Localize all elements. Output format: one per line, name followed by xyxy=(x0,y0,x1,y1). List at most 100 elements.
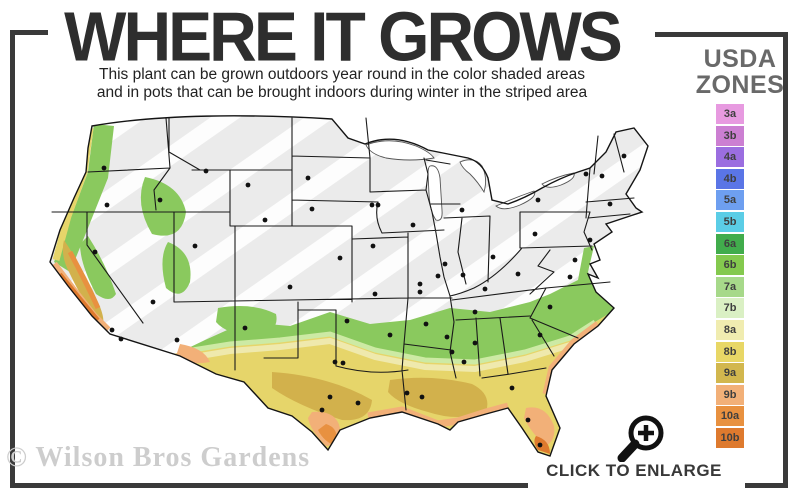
legend-zone-10b: 10b xyxy=(716,427,744,448)
lake-michigan xyxy=(427,165,443,221)
city-dot xyxy=(490,254,496,260)
city-dot xyxy=(472,340,478,346)
city-dot xyxy=(150,299,156,305)
click-to-enlarge-label[interactable]: CLICK TO ENLARGE xyxy=(546,461,722,480)
city-dot xyxy=(104,202,110,208)
city-dot xyxy=(525,417,531,423)
city-dot xyxy=(242,325,248,331)
zone-green-arizona-nm xyxy=(216,306,277,338)
legend-zone-3b: 3b xyxy=(716,125,744,146)
city-dot xyxy=(109,327,115,333)
legend-zone-5b: 5b xyxy=(716,211,744,232)
city-dot xyxy=(387,332,393,338)
us-zone-map[interactable] xyxy=(30,112,650,468)
city-dots xyxy=(92,153,627,448)
lake-superior xyxy=(365,140,435,161)
zone-green-band xyxy=(180,246,615,362)
city-dot xyxy=(404,390,410,396)
city-dot xyxy=(423,321,429,327)
city-dot xyxy=(157,197,163,203)
city-dot xyxy=(118,336,124,342)
city-dot xyxy=(572,257,578,263)
city-dot xyxy=(532,231,538,237)
legend-zone-4b: 4b xyxy=(716,168,744,189)
city-dot xyxy=(332,359,338,365)
city-dot xyxy=(410,222,416,228)
page-title: WHERE IT GROWS xyxy=(64,0,623,76)
city-dot xyxy=(174,337,180,343)
legend-zone-7a: 7a xyxy=(716,276,744,297)
city-dot xyxy=(442,261,448,267)
legend-zone-6a: 6a xyxy=(716,233,744,254)
city-dot xyxy=(459,207,465,213)
frame-left xyxy=(10,30,15,488)
legend-zone-3a: 3a xyxy=(716,104,744,124)
city-dot xyxy=(375,202,381,208)
legend-zone-6b: 6b xyxy=(716,255,744,276)
city-dot xyxy=(435,273,441,279)
city-dot xyxy=(355,400,361,406)
zone-orange-ca-coast xyxy=(58,272,100,322)
frame-top-right xyxy=(655,32,788,37)
zone-orange-texas-tip xyxy=(318,424,337,446)
city-dot xyxy=(192,243,198,249)
frame-top-left xyxy=(10,30,48,35)
city-dot xyxy=(460,272,466,278)
state-borders xyxy=(51,117,635,411)
zone-layers xyxy=(50,115,648,456)
zone-green-sierra xyxy=(80,236,116,299)
city-dot xyxy=(587,237,593,243)
subtitle-line-1: This plant can be grown outdoors year ro… xyxy=(99,66,585,83)
city-dot xyxy=(607,201,613,207)
legend-zone-9b: 9b xyxy=(716,384,744,405)
legend-heading-usda: USDA xyxy=(703,45,777,73)
zone-paleyellow-transition xyxy=(181,337,571,373)
zone-gold-texas xyxy=(272,372,372,421)
city-dot xyxy=(262,217,268,223)
city-dot xyxy=(419,394,425,400)
magnifier-plus-icon[interactable] xyxy=(610,410,668,462)
legend-zone-10a: 10a xyxy=(716,406,744,427)
city-dot xyxy=(515,271,521,277)
city-dot xyxy=(309,206,315,212)
city-dot xyxy=(101,165,107,171)
legend-zone-7b: 7b xyxy=(716,298,744,319)
frame-right xyxy=(783,32,788,488)
city-dot xyxy=(245,182,251,188)
city-dot xyxy=(444,334,450,340)
frame-bottom-right xyxy=(745,483,788,488)
city-dot xyxy=(92,249,98,255)
city-dot xyxy=(621,153,627,159)
zone-peach-gulf xyxy=(367,402,509,428)
city-dot xyxy=(509,385,515,391)
legend-zone-8a: 8a xyxy=(716,319,744,340)
city-dot xyxy=(372,291,378,297)
zone-peach-florida xyxy=(524,407,555,446)
city-dot xyxy=(287,284,293,290)
zone-green-northwest xyxy=(54,124,114,272)
legend-zones: 3a 3b 4a 4b 5a 5b 6a 6b 7a 7b 8a 8b 9a 9b 10a 10b xyxy=(716,104,744,450)
zone-gold-gulf xyxy=(388,377,488,417)
city-dot xyxy=(472,309,478,315)
legend-zone-4a: 4a xyxy=(716,147,744,168)
watermark: © Wilson Bros Gardens xyxy=(6,442,311,473)
city-dot xyxy=(537,332,543,338)
city-dot xyxy=(449,349,455,355)
zone-orange-valley xyxy=(67,250,101,310)
city-dot xyxy=(369,202,375,208)
city-dot xyxy=(319,407,325,413)
city-dot xyxy=(599,173,605,179)
frame-bottom xyxy=(10,483,528,488)
city-dot xyxy=(567,274,573,280)
legend-heading-zones: ZONES xyxy=(695,71,785,99)
city-dot xyxy=(305,175,311,181)
city-dot xyxy=(340,360,346,366)
legend-heading: USDA ZONES xyxy=(688,46,792,98)
subtitle-line-2: and in pots that can be brought indoors … xyxy=(96,83,588,101)
city-dot xyxy=(583,171,589,177)
city-dot xyxy=(337,255,343,261)
city-dot xyxy=(461,359,467,365)
city-dot xyxy=(344,318,350,324)
city-dot xyxy=(535,197,541,203)
